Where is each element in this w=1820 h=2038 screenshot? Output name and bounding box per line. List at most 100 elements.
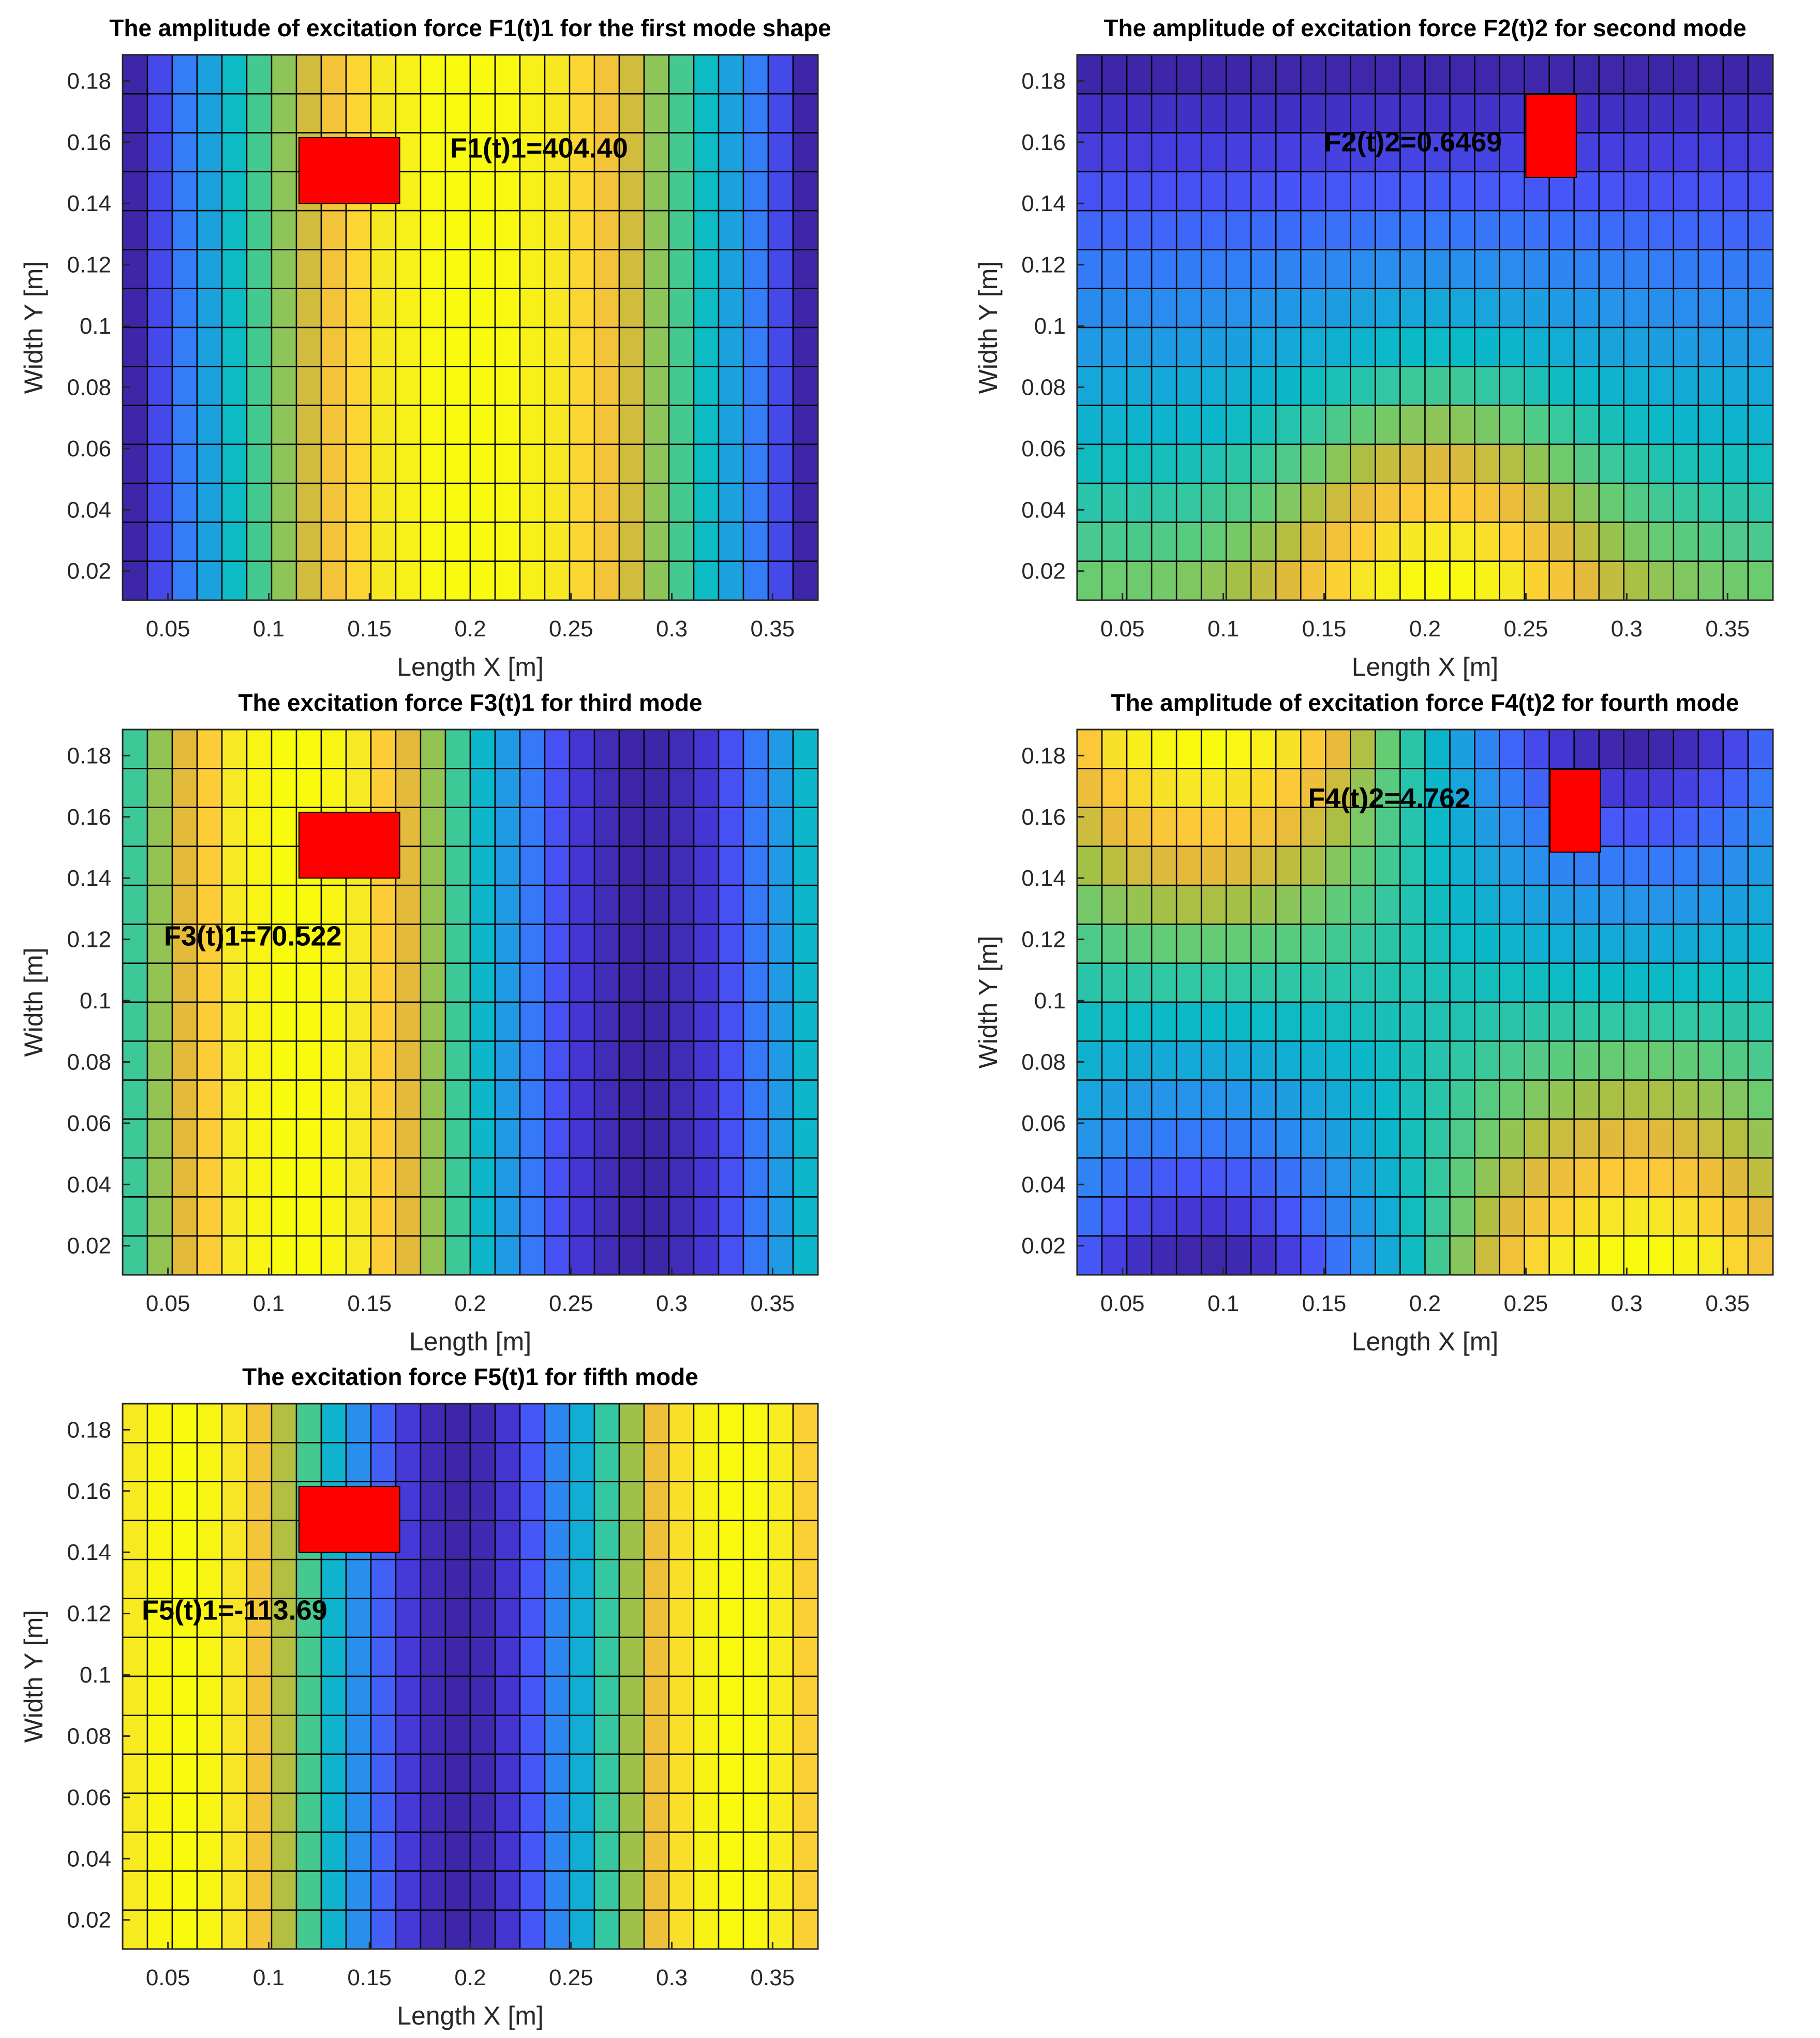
heatmap-cell (742, 962, 769, 1003)
x-tick-label: 0.25 (549, 1965, 593, 1990)
heatmap-cell (1598, 1157, 1625, 1198)
heatmap-cell (221, 405, 248, 445)
heatmap-cell (395, 1157, 422, 1198)
heatmap-cell (221, 288, 248, 329)
heatmap-cell (569, 807, 595, 847)
heatmap-cell (1449, 962, 1475, 1003)
heatmap-cell (1275, 210, 1302, 250)
heatmap-cell (792, 768, 819, 808)
heatmap-cell (122, 1909, 148, 1950)
heatmap-cell (1722, 249, 1749, 289)
heatmap-cell (1697, 288, 1724, 329)
heatmap-cell (1424, 1001, 1451, 1042)
heatmap-cell (643, 807, 670, 847)
heatmap-cell (1474, 482, 1500, 523)
heatmap-cell (271, 884, 297, 925)
y-tick-label: 0.02 (67, 559, 111, 584)
heatmap-cell (1424, 249, 1451, 289)
heatmap-cell (295, 1792, 322, 1833)
heatmap-cell (494, 1481, 521, 1522)
heatmap-cell (718, 924, 744, 964)
heatmap-cell (643, 1792, 670, 1833)
heatmap-cell (171, 884, 198, 925)
heatmap-cell (718, 884, 744, 925)
heatmap-cell (1573, 443, 1600, 484)
heatmap-cell (1424, 1040, 1451, 1081)
heatmap-cell (420, 1403, 446, 1444)
heatmap-cell (1101, 845, 1128, 886)
heatmap-cell (1399, 728, 1426, 769)
heatmap-cell (1151, 768, 1177, 808)
heatmap-cell (320, 1792, 347, 1833)
heatmap-cell (767, 1558, 794, 1599)
heatmap-cell (593, 522, 620, 562)
heatmap-cell (1623, 443, 1650, 484)
heatmap-cell (320, 1637, 347, 1677)
heatmap-cell (469, 93, 496, 133)
heatmap-cell (246, 924, 273, 964)
x-tick-label: 0.3 (656, 1965, 688, 1990)
heatmap-cell (1499, 522, 1525, 562)
heatmap-cell (370, 1870, 397, 1911)
heatmap-cell (295, 1870, 322, 1911)
heatmap-cell (1275, 1079, 1302, 1120)
heatmap-cell (295, 405, 322, 445)
heatmap-cell (345, 1831, 372, 1872)
heatmap-cell (1350, 807, 1376, 847)
heatmap-cell (1375, 366, 1401, 406)
heatmap-cell (1200, 924, 1227, 964)
heatmap-cell (271, 1558, 297, 1599)
heatmap-cell (767, 1637, 794, 1677)
heatmap-cell (668, 1753, 695, 1794)
heatmap-cell (1200, 560, 1227, 601)
heatmap-cell (618, 1909, 645, 1950)
heatmap-cell (618, 288, 645, 329)
heatmap-cell (1722, 443, 1749, 484)
heatmap-cell (1151, 54, 1177, 95)
heatmap-cell (1722, 728, 1749, 769)
heatmap-cell (1673, 93, 1699, 133)
heatmap-cell (1747, 93, 1774, 133)
heatmap-cell (146, 1403, 173, 1444)
heatmap-cell (246, 1715, 273, 1755)
heatmap-cell (271, 443, 297, 484)
heatmap-cell (494, 1079, 521, 1120)
heatmap-cell (469, 1079, 496, 1120)
heatmap-cell (668, 884, 695, 925)
heatmap-cell (742, 1118, 769, 1159)
heatmap-cell (196, 443, 223, 484)
heatmap-cell (519, 288, 546, 329)
heatmap-cell (221, 1040, 248, 1081)
heatmap-cell (1151, 884, 1177, 925)
heatmap-cell (345, 962, 372, 1003)
heatmap-cell (1300, 962, 1326, 1003)
heatmap-cell (246, 807, 273, 847)
heatmap-cell (643, 1001, 670, 1042)
heatmap-cell (1325, 405, 1351, 445)
heatmap-cell (146, 1831, 173, 1872)
heatmap-cell (1399, 443, 1426, 484)
heatmap-cell (196, 1118, 223, 1159)
heatmap-cell (1250, 1001, 1277, 1042)
heatmap-cell (767, 884, 794, 925)
heatmap-cell (693, 326, 720, 367)
heatmap-cell (345, 768, 372, 808)
heatmap-cell (1474, 1157, 1500, 1198)
heatmap-cell (1399, 1157, 1426, 1198)
heatmap-cell (1449, 171, 1475, 212)
heatmap-cell (544, 132, 571, 173)
heatmap-cell (295, 884, 322, 925)
heatmap-cell (1300, 249, 1326, 289)
heatmap-cell (246, 522, 273, 562)
heatmap-cell (1275, 962, 1302, 1003)
heatmap-cell (693, 728, 720, 769)
heatmap-cell (643, 366, 670, 406)
heatmap-cell (1474, 884, 1500, 925)
heatmap-cell (792, 845, 819, 886)
heatmap-cell (1375, 249, 1401, 289)
heatmap-cell (668, 1001, 695, 1042)
heatmap-cell (320, 326, 347, 367)
heatmap-cell (370, 728, 397, 769)
heatmap-cell (1399, 249, 1426, 289)
